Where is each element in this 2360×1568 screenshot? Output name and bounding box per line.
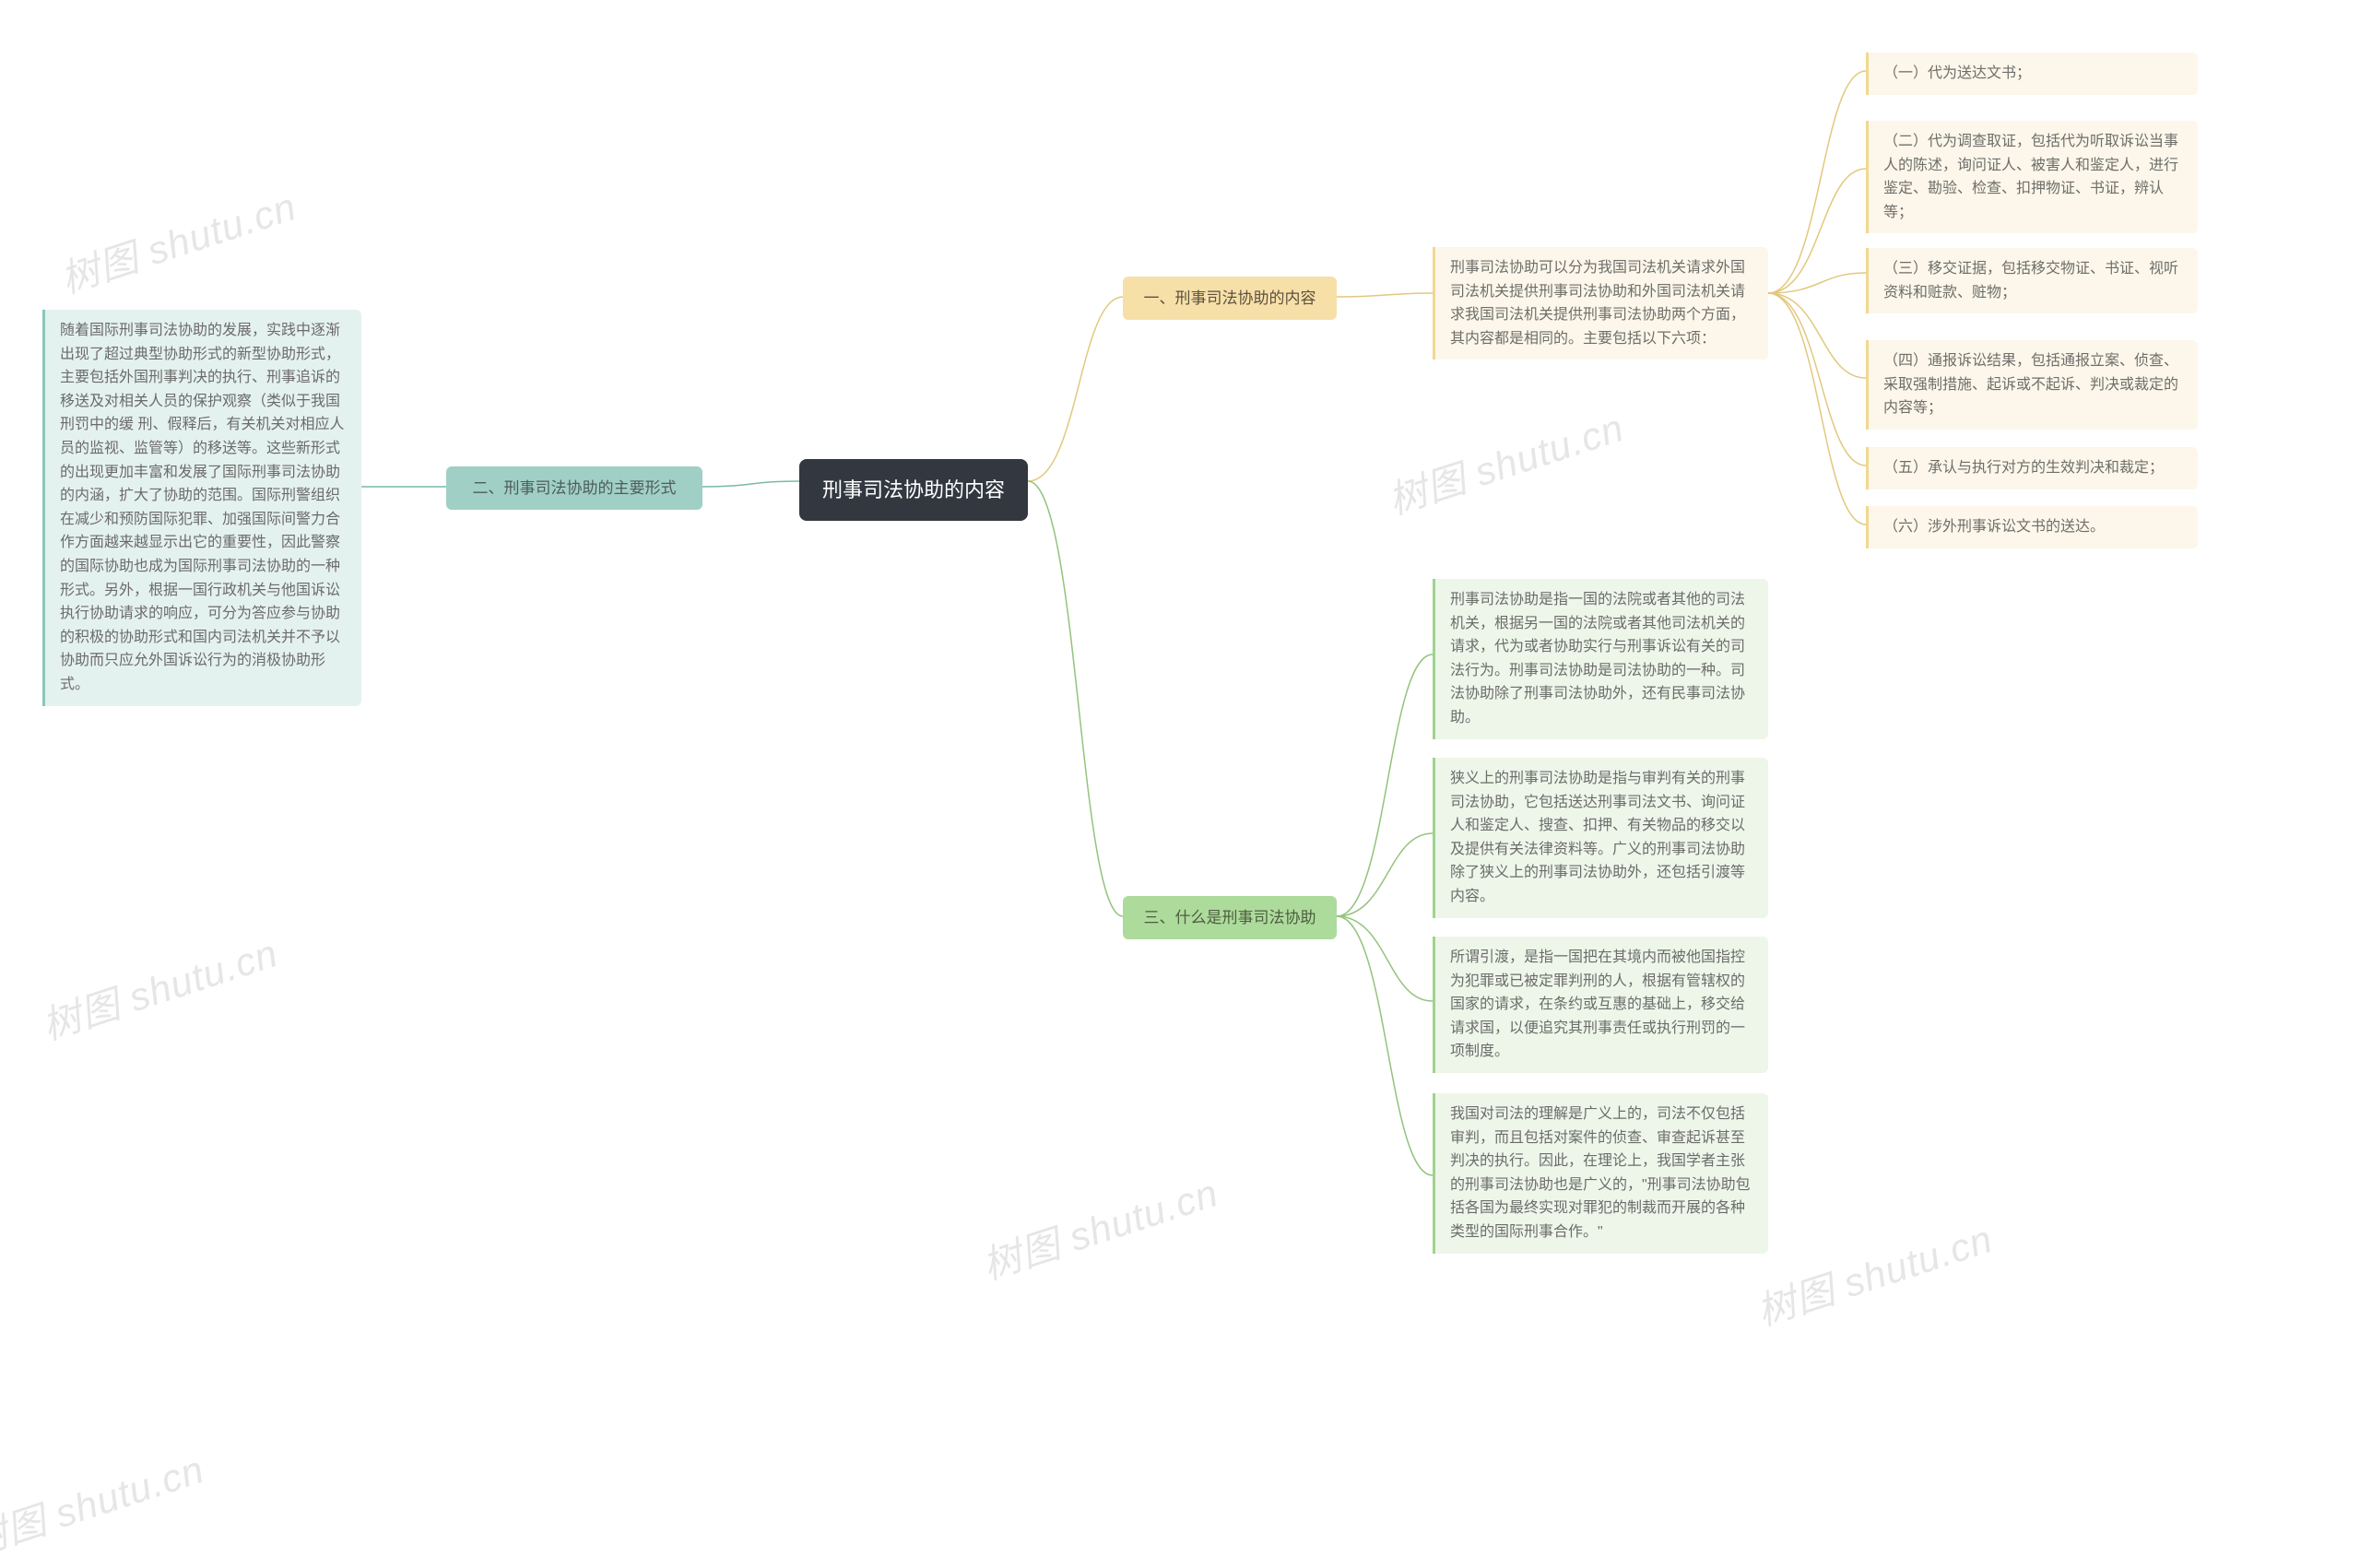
branch-3-leaf-1[interactable]: 刑事司法协助是指一国的法院或者其他的司法机关，根据另一国的法院或者其他司法机关的… [1433, 579, 1768, 739]
branch-2-leaf[interactable]: 随着国际刑事司法协助的发展，实践中逐渐出现了超过典型协助形式的新型协助形式，主要… [42, 310, 361, 706]
watermark: 树图 shutu.cn [1749, 1208, 1999, 1337]
connector [1337, 916, 1433, 1175]
branch-1-leaf-6[interactable]: （六）涉外刑事诉讼文书的送达。 [1866, 506, 2198, 548]
watermark: 树图 shutu.cn [974, 1161, 1224, 1291]
watermark: 树图 shutu.cn [1380, 396, 1630, 525]
branch-1-leaf-1[interactable]: （一）代为送达文书； [1866, 53, 2198, 95]
connector [1768, 293, 1866, 525]
branch-1-leaf-5[interactable]: （五）承认与执行对方的生效判决和裁定； [1866, 447, 2198, 489]
branch-2-node[interactable]: 二、刑事司法协助的主要形式 [446, 466, 702, 510]
connector [1768, 273, 1866, 293]
branch-1-leaf-4[interactable]: （四）通报诉讼结果，包括通报立案、侦查、采取强制措施、起诉或不起诉、判决或裁定的… [1866, 340, 2198, 430]
connector [702, 481, 799, 487]
connector [1337, 654, 1433, 916]
connector [1768, 293, 1866, 466]
branch-3-leaf-3[interactable]: 所谓引渡，是指一国把在其境内而被他国指控为犯罪或已被定罪判刑的人，根据有管辖权的… [1433, 937, 1768, 1073]
root-node[interactable]: 刑事司法协助的内容 [799, 459, 1028, 521]
connector [1768, 71, 1866, 293]
connector [1028, 481, 1123, 916]
connector [1337, 833, 1433, 916]
connector [1337, 293, 1433, 297]
branch-3-leaf-4[interactable]: 我国对司法的理解是广义上的，司法不仅包括审判，而且包括对案件的侦查、审查起诉甚至… [1433, 1093, 1768, 1254]
branch-3-node[interactable]: 三、什么是刑事司法协助 [1123, 896, 1337, 939]
connector [1028, 297, 1123, 481]
watermark: 树图 shutu.cn [0, 1438, 210, 1567]
connector [1768, 169, 1866, 293]
connector [1337, 916, 1433, 1001]
watermark: 树图 shutu.cn [34, 922, 284, 1051]
branch-1-node[interactable]: 一、刑事司法协助的内容 [1123, 277, 1337, 320]
watermark: 树图 shutu.cn [53, 175, 302, 304]
branch-1-leaf-3[interactable]: （三）移交证据，包括移交物证、书证、视听资料和赃款、赃物； [1866, 248, 2198, 313]
branch-1-intro[interactable]: 刑事司法协助可以分为我国司法机关请求外国司法机关提供刑事司法协助和外国司法机关请… [1433, 247, 1768, 360]
branch-1-leaf-2[interactable]: （二）代为调查取证，包括代为听取诉讼当事人的陈述，询问证人、被害人和鉴定人，进行… [1866, 121, 2198, 233]
connector [1768, 293, 1866, 378]
branch-3-leaf-2[interactable]: 狭义上的刑事司法协助是指与审判有关的刑事司法协助，它包括送达刑事司法文书、询问证… [1433, 758, 1768, 918]
